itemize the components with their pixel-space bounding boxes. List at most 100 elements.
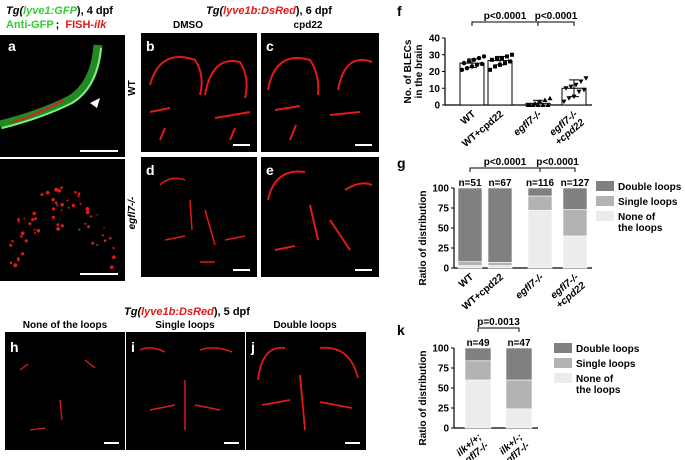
panel-a-image-merged (0, 35, 125, 157)
chart-f-y-tick-label: 20 (429, 67, 441, 78)
chart-g-legend-swatch (596, 181, 614, 191)
panels-bcde: Tg(lyve1b:DsRed), 6 dpf DMSO cpd22 WT eg… (127, 5, 379, 277)
red-dot (20, 235, 23, 238)
chart-k-y-tick-label: 25 (438, 404, 450, 415)
red-dot (96, 214, 98, 216)
chart-f-data-point (490, 57, 494, 62)
chart-k-x-tick-label: ilk+/+;egfl7-/- (452, 431, 492, 460)
red-dot (66, 199, 69, 202)
chart-g-bar-segment (562, 187, 588, 210)
chart-f-p-value: p<0.0001 (535, 11, 578, 22)
red-dot (36, 228, 41, 233)
red-dot (54, 187, 59, 192)
red-dot (71, 203, 76, 208)
chart-g-bar-segment (527, 187, 553, 197)
chart-f-data-point (466, 59, 472, 64)
chart-f-data-point (578, 79, 584, 85)
red-dot (67, 206, 70, 209)
chart-f-data-point (581, 87, 587, 93)
chart-f-y-tick-label: 40 (429, 34, 441, 45)
panel-g-letter: g (397, 155, 406, 171)
panel-h-letter: h (10, 339, 19, 355)
red-dot (28, 222, 32, 226)
red-dot (33, 228, 36, 231)
chart-f-significance-bracket (537, 21, 575, 26)
red-dot (17, 218, 20, 221)
chart-k-bar-segment (464, 347, 492, 362)
chart-f-data-point (488, 67, 492, 72)
red-dot (87, 225, 90, 229)
chart-f-data-point (461, 60, 467, 66)
red-dot (21, 252, 25, 256)
chart-g-legend-label: Double loops (618, 182, 682, 193)
red-dot (56, 223, 60, 227)
red-dot (103, 239, 107, 242)
panel-c-letter: c (266, 38, 274, 54)
chart-f-y-tick-label: 10 (429, 84, 441, 95)
panel-h-vessels (19, 359, 96, 431)
chart-f-data-point (542, 97, 548, 102)
chart-k-bar-segment (505, 408, 533, 429)
chart-g-p-value: p<0.0001 (484, 157, 527, 168)
chart-f-data-point (481, 54, 487, 59)
red-dot (74, 191, 77, 194)
chart-g-y-tick-label: 100 (432, 184, 449, 195)
red-dot (85, 207, 90, 211)
chart-f-p-value: p<0.0001 (484, 11, 527, 22)
panel-j-vessels (257, 346, 359, 431)
chart-g-n-label: n=51 (458, 178, 482, 189)
panel-c-image (261, 33, 379, 152)
chart-f-data-point (493, 64, 497, 69)
red-dot (57, 189, 62, 193)
panel-d-letter: d (146, 162, 155, 178)
red-dot (51, 215, 55, 219)
chart-f-x-tick-label: egfl7-/- (512, 108, 545, 138)
red-dot (52, 207, 56, 211)
chart-g-bar-segment (487, 265, 513, 269)
label-none-of-the-loops: None of the loops (23, 320, 108, 331)
red-dot (16, 257, 20, 261)
chart-k-x-tick-label: ilk+/-;egfl7-/- (493, 431, 533, 460)
chart-k-y-tick-label: 100 (432, 344, 449, 355)
chart-g-significance-bracket (469, 167, 541, 172)
red-dot (84, 222, 87, 225)
chart-g-legend-swatch (596, 211, 614, 221)
chart-g-legend-label: Single loops (618, 197, 678, 208)
chart-g-bar-segment (457, 265, 483, 269)
chart-g-x-tick-label: egfl7-/-+cpd22 (547, 271, 588, 311)
chart-f-data-point (476, 55, 482, 61)
chart-f-data-point (537, 99, 543, 104)
chart-k-n-label: n=47 (507, 338, 531, 349)
chart-g-bar-segment (527, 195, 553, 211)
chart-g-x-tick-label: egfl7-/- (514, 271, 547, 301)
red-dot (23, 217, 26, 220)
panel-k-letter: k (397, 322, 405, 338)
chart-f-data-point (469, 64, 475, 69)
row-label-egfl7: egfl7-/- (127, 196, 138, 229)
chart-g-x-tick-label: WT (457, 272, 476, 290)
red-dot (11, 240, 14, 243)
chart-k-legend-swatch (554, 373, 572, 383)
chart-k-legend-label: Single loops (576, 359, 636, 370)
chart-k-bar-segment (464, 360, 492, 381)
red-dot (101, 234, 104, 237)
chart-g-bar-segment (562, 209, 588, 237)
panel-a: Tg(lyve1:GFP), 4 dpf Anti-GFP; FISH-ilk a (0, 5, 125, 281)
panel-a-title: Tg(lyve1:GFP), 4 dpf (6, 5, 113, 17)
red-dot (60, 209, 63, 212)
panel-a-image-red (0, 159, 125, 281)
panels-hij-title: Tg(lyve1b:DsRed), 5 dpf (124, 306, 250, 318)
chart-g-legend-swatch (596, 196, 614, 206)
panel-e-image (261, 157, 379, 277)
red-dot (33, 232, 36, 234)
chart-f-y-tick-label: 0 (434, 101, 440, 112)
chart-g-y-tick-label: 75 (438, 204, 450, 215)
chart-g-p-value: p<0.0001 (536, 157, 579, 168)
panels-hij: Tg(lyve1b:DsRed), 5 dpf None of the loop… (5, 306, 366, 450)
chart-g-y-tick-label: 50 (438, 224, 450, 235)
chart-f-data-point (505, 54, 509, 59)
red-dot (77, 192, 81, 196)
chart-g-bar-segment (487, 187, 513, 263)
panel-j-image (246, 332, 366, 450)
label-single-loops: Single loops (155, 320, 215, 331)
